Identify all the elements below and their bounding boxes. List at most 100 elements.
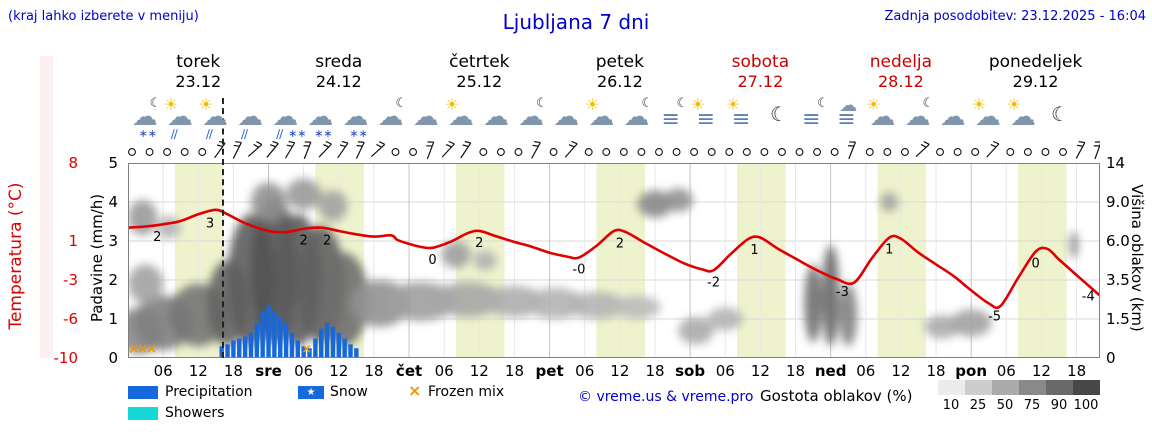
sun-icon: ☀ bbox=[866, 95, 881, 114]
wind-calm-circle bbox=[953, 148, 962, 156]
cloud-icon: ☁ bbox=[447, 102, 474, 132]
wind-calm-circle bbox=[778, 148, 786, 156]
day-name: torek bbox=[176, 52, 221, 72]
weather-icon-sun-cloud: ☀ ☁ bbox=[585, 96, 619, 140]
cloud-height-tick: 9.0 bbox=[1106, 193, 1130, 211]
wind-barb bbox=[531, 141, 541, 159]
wind-calm-circle bbox=[883, 148, 892, 156]
wind-calm-circle bbox=[936, 148, 944, 156]
daylight-band bbox=[877, 163, 927, 358]
wind-calm-circle bbox=[479, 148, 488, 156]
weather-icon-cloud: ☁ bbox=[410, 96, 444, 140]
x-axis-day-label: sob bbox=[675, 362, 706, 380]
frozen-mix-marker: × bbox=[128, 342, 139, 357]
cloud-scale-cell bbox=[1019, 380, 1046, 395]
x-axis-hour-label: 18 bbox=[223, 362, 243, 380]
wind-barb bbox=[460, 141, 472, 159]
day-date: 24.12 bbox=[315, 72, 362, 91]
temperature-value-label: 0 bbox=[1031, 257, 1039, 272]
wind-calm-circle bbox=[760, 148, 769, 156]
sun-icon: ☀ bbox=[971, 95, 987, 114]
x-axis-hour-label: 12 bbox=[188, 362, 208, 380]
showers-label: Showers bbox=[165, 405, 225, 421]
temperature-value-label: 2 bbox=[616, 237, 624, 252]
precip-tick: 0 bbox=[108, 349, 118, 367]
wind-calm-circle bbox=[742, 148, 751, 156]
moon-icon: ☾ bbox=[769, 102, 788, 126]
wind-barb bbox=[337, 141, 349, 159]
snow-swatch: ★ bbox=[298, 386, 324, 399]
wind-calm-circle bbox=[602, 148, 611, 156]
temperature-axis-strip bbox=[40, 56, 53, 358]
rain-icon: ∕∕ bbox=[240, 127, 248, 141]
wind-calm-circle bbox=[163, 148, 172, 156]
sun-icon: ☀ bbox=[444, 95, 460, 114]
cloud-scale-value: 25 bbox=[969, 398, 987, 413]
x-axis-hour-label: 18 bbox=[926, 362, 946, 380]
cloud-scale-cell bbox=[992, 380, 1019, 395]
cloud-icon: ☁ bbox=[518, 102, 545, 132]
weather-icon-sun-cloud-rain: ☀ ☁ ∕∕ bbox=[199, 96, 233, 141]
temperature-value-label: 1 bbox=[750, 243, 758, 258]
wind-calm-circle bbox=[655, 148, 663, 156]
moon-icon: ☾ bbox=[536, 96, 548, 111]
day-date: 23.12 bbox=[175, 72, 222, 91]
weather-icon-cloud-rain-snow: ☁ ∕∕ ∗∗ bbox=[269, 96, 307, 140]
cloud-height-tick: 6.0 bbox=[1106, 232, 1130, 250]
wind-barb bbox=[247, 141, 263, 157]
menu-hint: (kraj lahko izberete v meniju) bbox=[8, 9, 199, 24]
cloud-height-tick: 3.5 bbox=[1106, 271, 1130, 289]
temperature-tick: 8 bbox=[68, 154, 78, 172]
cloud-scale-value: 90 bbox=[1050, 398, 1068, 413]
wind-barb bbox=[266, 141, 279, 158]
cloud-icon: ☁ bbox=[623, 102, 650, 132]
temperature-value-label: -2 bbox=[707, 275, 720, 290]
wind-calm-circle bbox=[813, 148, 822, 156]
cloud-icon: ☁ bbox=[974, 102, 1001, 132]
day-name: nedelja bbox=[869, 52, 933, 72]
cloud-density-scale-label: Gostota oblakov (%) bbox=[760, 387, 913, 405]
wind-barb bbox=[284, 141, 296, 159]
wind-calm-circle bbox=[1006, 148, 1015, 156]
wind-calm-circle bbox=[198, 148, 207, 156]
cloud-scale-cell bbox=[1073, 380, 1100, 395]
sun-icon: ☀ bbox=[690, 95, 706, 114]
moon-icon: ☾ bbox=[149, 96, 162, 111]
weather-icon-sun-cloud: ☀ ☁ bbox=[1007, 96, 1041, 140]
weather-icon-fog-sun: ≡ ☀ bbox=[691, 96, 725, 140]
wind-barb bbox=[441, 141, 455, 158]
weather-icon-sun-cloud: ☀ ☁ bbox=[445, 96, 479, 140]
wind-calm-circle bbox=[1041, 148, 1050, 156]
wind-calm-circle bbox=[496, 148, 505, 156]
current-time-line bbox=[222, 98, 225, 358]
cloud-icon: ☁ bbox=[412, 102, 439, 132]
cloud-icon: ☁ bbox=[869, 102, 896, 132]
wind-calm-circle bbox=[865, 148, 874, 156]
snow-icon: ∗∗ bbox=[288, 127, 307, 140]
sun-icon: ☀ bbox=[1006, 95, 1022, 114]
precip-axis-label: Padavine (mm/h) bbox=[88, 193, 106, 323]
x-axis-hour-label: 06 bbox=[715, 362, 735, 380]
temperature-value-label: -0 bbox=[572, 263, 585, 278]
wind-calm-circle bbox=[549, 148, 558, 156]
credit-link[interactable]: © vreme.us & vreme.pro bbox=[578, 389, 754, 405]
day-name: sobota bbox=[731, 52, 790, 72]
weather-icon-sun-cloud-rain: ☀ ☁ ∕∕ bbox=[164, 96, 198, 141]
x-axis-hour-label: 18 bbox=[1067, 362, 1087, 380]
wind-calm-circle bbox=[1059, 148, 1067, 156]
temperature-value-label: -3 bbox=[836, 285, 849, 300]
wind-calm-circle bbox=[145, 148, 154, 156]
weather-icon-moon-cloud: ☾ ☁ bbox=[374, 96, 408, 140]
moon-icon: ☾ bbox=[395, 96, 408, 111]
x-axis-hour-label: 12 bbox=[1031, 362, 1051, 380]
frozen-mix-icon: × bbox=[408, 381, 422, 400]
cloud-height-tick: 14 bbox=[1106, 154, 1126, 172]
temperature-axis-label: Temperatura (°C) bbox=[6, 182, 26, 330]
weather-icon-cloud-snow: ☁ ∗∗ bbox=[304, 96, 338, 140]
weather-icon-moon: ☾ bbox=[761, 96, 795, 140]
showers-swatch bbox=[128, 407, 158, 420]
temperature-tick: -3 bbox=[63, 271, 78, 289]
cloud-icon: ☁ bbox=[166, 102, 193, 132]
wind-calm-circle bbox=[128, 148, 136, 156]
wind-calm-circle bbox=[795, 148, 804, 156]
